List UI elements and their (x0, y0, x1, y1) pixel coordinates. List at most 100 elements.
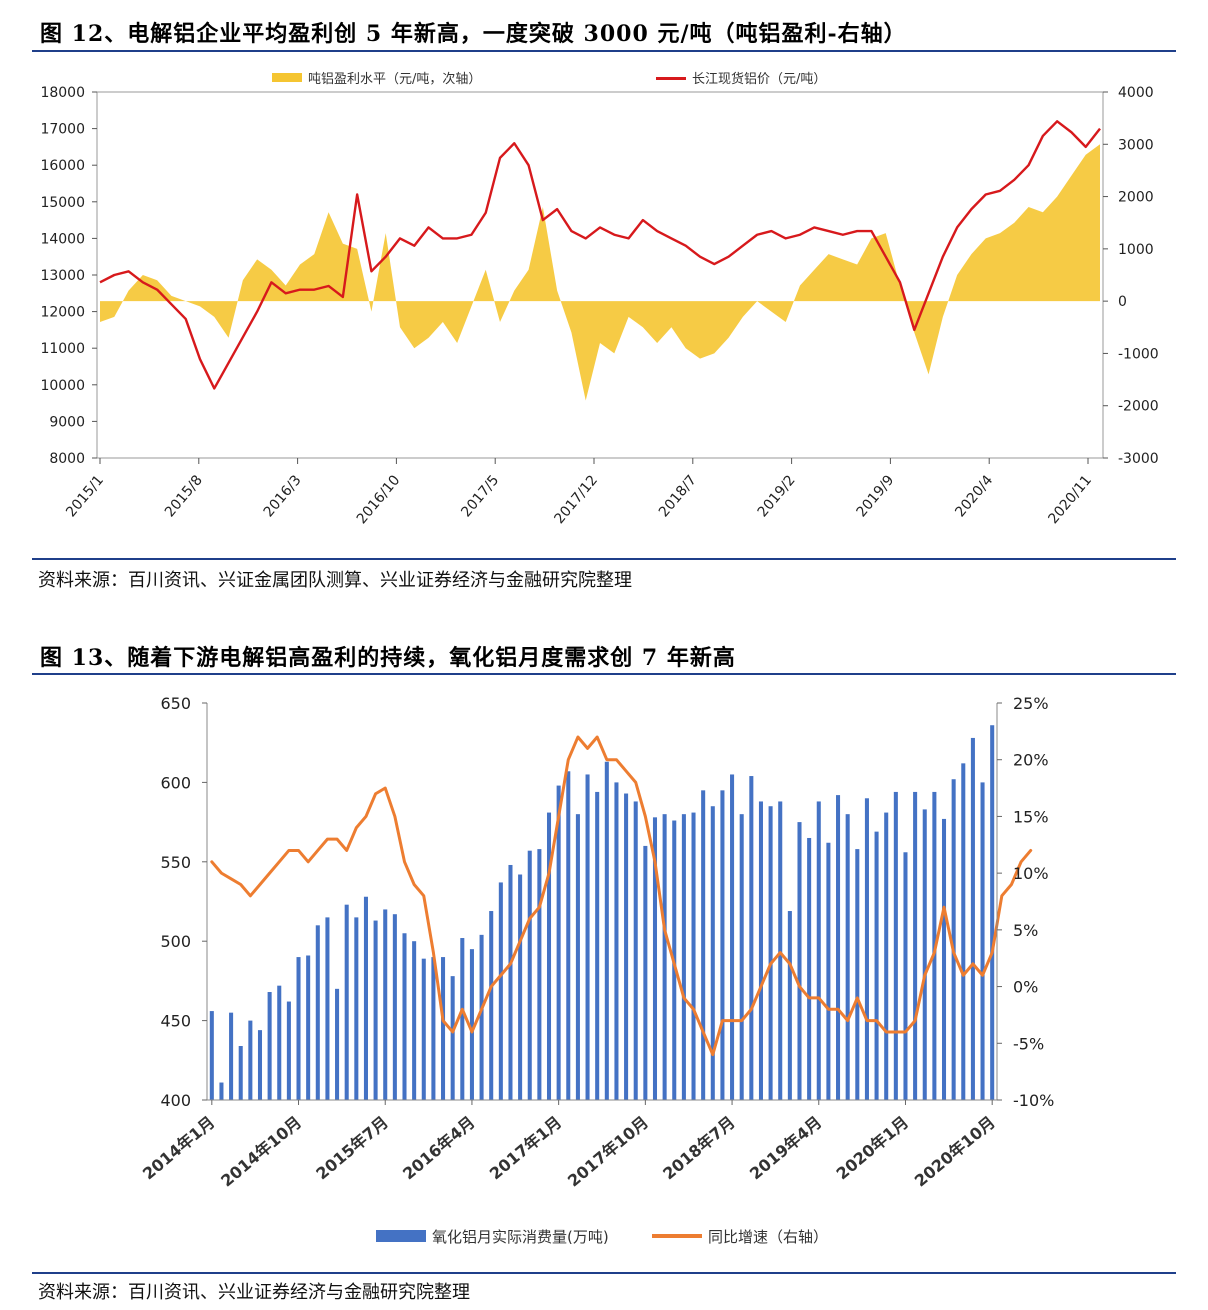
consumption-bar (787, 911, 792, 1100)
consumption-bar (643, 845, 648, 1100)
y-left-tick-label: 9000 (49, 414, 85, 430)
y-left-tick-label: 10000 (40, 378, 85, 394)
consumption-bar (296, 957, 301, 1100)
consumption-bar (325, 917, 330, 1100)
consumption-bar (518, 874, 523, 1100)
y-left-tick-label: 15000 (40, 195, 85, 211)
y-right-tick-label: 20% (1013, 751, 1049, 770)
consumption-bar (720, 790, 725, 1100)
consumption-bar (710, 806, 715, 1100)
consumption-bar (546, 812, 552, 1100)
consumption-bar (961, 763, 966, 1100)
y-right-tick-label: 25% (1013, 694, 1049, 713)
consumption-bar (778, 801, 783, 1100)
figure-13-top-rule (32, 673, 1176, 675)
profit-area (100, 144, 1100, 401)
chart-legend: 吨铝盈利水平（元/吨，次轴） 长江现货铝价（元/吨） (272, 71, 826, 87)
consumption-bar (238, 1046, 243, 1100)
y-left-tick-label: 550 (160, 853, 191, 872)
consumption-bar (749, 776, 754, 1100)
consumption-bar (344, 904, 349, 1100)
figure-13-title: 图 13、随着下游电解铝高盈利的持续，氧化铝月度需求创 7 年新高 (40, 645, 736, 671)
y-right-tick-label: -2000 (1118, 399, 1159, 415)
consumption-bar (315, 925, 320, 1100)
consumption-bar (527, 850, 532, 1100)
x-tick-label: 2020/11 (1045, 472, 1095, 527)
consumption-bar (248, 1020, 253, 1100)
y-right-tick-label: 0% (1013, 978, 1038, 997)
consumption-bar (441, 957, 446, 1100)
consumption-bar (219, 1082, 224, 1100)
x-tick-label: 2014年1月 (139, 1113, 218, 1184)
consumption-bar (864, 798, 869, 1100)
x-tick-label: 2019/9 (854, 472, 898, 520)
y-left-tick-label: 650 (160, 694, 191, 713)
x-tick-label: 2019/2 (755, 472, 799, 520)
consumption-bar (469, 949, 474, 1100)
consumption-bar (595, 791, 600, 1100)
y-left-tick-label: 11000 (40, 341, 85, 357)
y-right-tick-label: 3000 (1118, 137, 1154, 153)
consumption-bar (681, 814, 686, 1100)
consumption-bar (383, 909, 388, 1100)
consumption-bar (604, 761, 609, 1100)
consumption-bar (402, 933, 407, 1100)
consumption-bar (913, 791, 918, 1100)
consumption-bar (508, 864, 513, 1100)
figure-13-source: 资料来源：百川资讯、兴业证券经济与金融研究院整理 (38, 1282, 470, 1303)
consumption-bar (941, 818, 947, 1100)
y-left-tick-label: 14000 (40, 231, 85, 247)
consumption-bar (893, 791, 898, 1100)
consumption-bar (816, 801, 821, 1100)
consumption-bar (267, 992, 272, 1100)
consumption-bar (277, 985, 282, 1100)
x-tick-label: 2020年10月 (911, 1113, 999, 1191)
consumption-bar (970, 737, 975, 1100)
x-tick-label: 2016/3 (261, 472, 305, 520)
consumption-bar (575, 814, 580, 1100)
figure-12-title: 图 12、电解铝企业平均盈利创 5 年新高，一度突破 3000 元/吨（吨铝盈利… (40, 21, 907, 47)
figure-13-chart: 650 600 550 500 450 400 25% 20% 15% 10% 5% 0% -5% -10… (139, 694, 1054, 1246)
consumption-bar (662, 814, 667, 1100)
consumption-bar (903, 852, 908, 1100)
consumption-bar (951, 779, 956, 1100)
y-right-tick-label: 10% (1013, 864, 1049, 883)
figure-12-top-rule (32, 50, 1176, 52)
consumption-bar (807, 837, 812, 1100)
x-tick-label: 2020/4 (952, 472, 996, 520)
consumption-bar (412, 941, 417, 1100)
consumption-bar (421, 958, 426, 1100)
profit-area-series (100, 144, 1100, 401)
y-right-tick-label: 15% (1013, 807, 1049, 826)
growth-line (210, 735, 1033, 1057)
figure-13-bottom-rule (32, 1272, 1176, 1274)
figure-12-chart: 18000 17000 16000 15000 14000 13000 12000 11000… (40, 71, 1159, 527)
legend-label-price: 长江现货铝价（元/吨） (692, 71, 826, 87)
consumption-bar (855, 849, 860, 1100)
consumption-bar (633, 801, 638, 1100)
consumption-bar (701, 790, 706, 1100)
consumption-bar (797, 822, 802, 1100)
y-left-tick-label: 17000 (40, 122, 85, 138)
y-left-tick-label: 600 (160, 773, 191, 792)
y-right-tick-label: -3000 (1118, 451, 1159, 467)
y-right-tick-label: -5% (1013, 1034, 1044, 1053)
y-left-tick-label: 450 (160, 1012, 191, 1031)
chart-legend: 氧化铝月实际消费量(万吨) 同比增速（右轴） (376, 1228, 828, 1246)
consumption-bar (585, 774, 590, 1100)
y-left-tick-label: 8000 (49, 451, 85, 467)
x-tick-label: 2019年4月 (746, 1113, 825, 1184)
figure-12-source: 资料来源：百川资讯、兴证金属团队测算、兴业证券经济与金融研究院整理 (38, 570, 632, 591)
consumption-bar (257, 1030, 263, 1100)
consumption-bar (354, 917, 359, 1100)
consumption-bar (980, 782, 985, 1100)
consumption-bar (460, 938, 465, 1100)
consumption-bar (363, 896, 368, 1100)
consumption-bar (286, 1001, 291, 1100)
consumption-bar (392, 914, 397, 1100)
y-right-tick-label: 1000 (1118, 242, 1154, 258)
consumption-bar (479, 934, 484, 1100)
legend-label-profit: 吨铝盈利水平（元/吨，次轴） (308, 71, 481, 87)
consumption-bar (874, 831, 879, 1100)
x-tick-label: 2016年4月 (399, 1113, 478, 1184)
